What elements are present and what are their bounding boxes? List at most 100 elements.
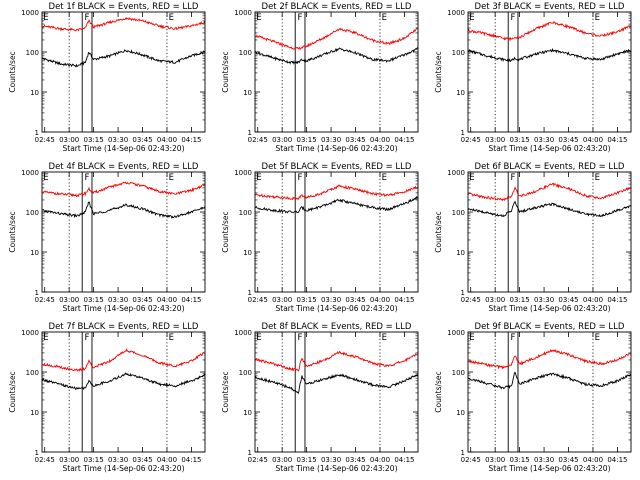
y-axis-label: Counts/sec bbox=[434, 371, 443, 412]
y-tick-label: 1000 bbox=[234, 329, 252, 337]
chart-title: Det 6f BLACK = Events, RED = LLD bbox=[475, 162, 625, 172]
y-tick-label: 100 bbox=[26, 369, 39, 377]
interval-marker-label: E bbox=[256, 333, 261, 343]
x-tick-label: 02:45 bbox=[248, 296, 268, 304]
y-tick-label: 1000 bbox=[21, 329, 39, 337]
x-tick-label: 03:45 bbox=[558, 456, 578, 464]
x-tick-label: 04:00 bbox=[157, 456, 177, 464]
x-tick-label: 02:45 bbox=[461, 456, 481, 464]
lld-series-line bbox=[42, 16, 206, 32]
plot-frame bbox=[254, 331, 419, 453]
x-tick-label: 03:00 bbox=[485, 456, 505, 464]
panel-det-3f: Det 3f BLACK = Events, RED = LLD 1 10 100 10… bbox=[434, 2, 632, 153]
x-tick-label: 02:45 bbox=[35, 136, 55, 144]
y-tick-label: 1000 bbox=[447, 329, 465, 337]
y-tick-label: 1000 bbox=[234, 9, 252, 17]
x-tick-label: 04:15 bbox=[394, 296, 414, 304]
lld-series-line bbox=[254, 184, 419, 201]
x-tick-label: 03:15 bbox=[510, 136, 530, 144]
panel-det-8f: Det 8f BLACK = Events, RED = LLD 1 10 100 10… bbox=[221, 322, 419, 473]
x-tick-label: 04:15 bbox=[181, 136, 201, 144]
y-tick-label: 1 bbox=[35, 449, 39, 457]
x-tick-label: 03:30 bbox=[108, 136, 128, 144]
y-axis-label: Counts/sec bbox=[221, 371, 230, 412]
y-tick-label: 1000 bbox=[21, 9, 39, 17]
interval-marker-label: E bbox=[43, 333, 48, 343]
x-tick-label: 03:45 bbox=[345, 296, 365, 304]
y-tick-label: 1 bbox=[461, 449, 465, 457]
interval-marker-label: E bbox=[595, 333, 600, 343]
x-tick-label: 03:30 bbox=[321, 296, 341, 304]
x-tick-label: 03:30 bbox=[108, 296, 128, 304]
x-tick-label: 03:45 bbox=[558, 136, 578, 144]
interval-marker-label: F bbox=[84, 173, 89, 183]
plot-frame bbox=[467, 331, 632, 453]
y-axis-label: Counts/sec bbox=[221, 211, 230, 252]
y-tick-label: 100 bbox=[26, 49, 39, 57]
y-tick-label: 1000 bbox=[21, 169, 39, 177]
x-tick-label: 04:00 bbox=[370, 456, 390, 464]
x-tick-label: 04:00 bbox=[370, 296, 390, 304]
y-tick-label: 10 bbox=[243, 409, 252, 417]
y-tick-label: 1000 bbox=[234, 169, 252, 177]
panel-det-9f: Det 9f BLACK = Events, RED = LLD 1 10 100 10… bbox=[434, 322, 632, 473]
x-tick-label: 02:45 bbox=[35, 296, 55, 304]
x-axis-label: Start Time (14-Sep-06 02:43:20) bbox=[63, 144, 185, 153]
interval-marker-label: F bbox=[510, 13, 515, 23]
x-tick-label: 04:00 bbox=[583, 136, 603, 144]
x-tick-label: 03:30 bbox=[108, 456, 128, 464]
interval-marker-label: F bbox=[297, 333, 302, 343]
x-tick-label: 03:00 bbox=[59, 296, 79, 304]
x-tick-label: 03:15 bbox=[297, 296, 317, 304]
x-tick-label: 03:00 bbox=[272, 456, 292, 464]
interval-marker-label: F bbox=[510, 173, 515, 183]
events-series-line bbox=[467, 371, 632, 390]
x-axis-label: Start Time (14-Sep-06 02:43:20) bbox=[489, 144, 611, 153]
lld-series-line bbox=[467, 182, 632, 202]
x-axis-label: Start Time (14-Sep-06 02:43:20) bbox=[276, 144, 398, 153]
y-axis-label: Counts/sec bbox=[434, 51, 443, 92]
plot-frame bbox=[467, 171, 632, 293]
y-tick-label: 10 bbox=[243, 249, 252, 257]
lld-series-line bbox=[41, 348, 206, 372]
x-tick-label: 04:15 bbox=[607, 296, 627, 304]
x-tick-label: 03:15 bbox=[510, 296, 530, 304]
interval-marker-label: E bbox=[169, 173, 174, 183]
x-axis-label: Start Time (14-Sep-06 02:43:20) bbox=[63, 304, 185, 313]
interval-marker-label: E bbox=[256, 13, 261, 23]
x-tick-label: 03:15 bbox=[297, 456, 317, 464]
interval-marker-label: F bbox=[84, 13, 89, 23]
y-tick-label: 100 bbox=[452, 369, 465, 377]
interval-marker-label: F bbox=[297, 13, 302, 23]
x-tick-label: 04:00 bbox=[157, 296, 177, 304]
y-tick-label: 1 bbox=[461, 289, 465, 297]
y-tick-label: 1 bbox=[248, 289, 252, 297]
chart-title: Det 2f BLACK = Events, RED = LLD bbox=[262, 2, 412, 12]
y-tick-label: 1 bbox=[248, 449, 252, 457]
y-tick-label: 100 bbox=[26, 209, 39, 217]
lld-series-line bbox=[41, 181, 206, 198]
y-axis-label: Counts/sec bbox=[8, 51, 17, 92]
events-series-line bbox=[41, 372, 206, 391]
y-tick-label: 100 bbox=[239, 369, 252, 377]
interval-marker-label: E bbox=[169, 13, 174, 23]
events-series-line bbox=[254, 47, 419, 65]
y-tick-label: 100 bbox=[452, 209, 465, 217]
interval-marker-label: E bbox=[382, 13, 387, 23]
events-series-line bbox=[254, 195, 419, 214]
interval-marker-label: E bbox=[382, 173, 387, 183]
plot-frame bbox=[41, 171, 206, 293]
x-axis-label: Start Time (14-Sep-06 02:43:20) bbox=[276, 464, 398, 473]
x-tick-label: 03:45 bbox=[345, 136, 365, 144]
lld-series-line bbox=[254, 350, 419, 372]
y-tick-label: 10 bbox=[456, 89, 465, 97]
interval-marker-label: E bbox=[469, 13, 474, 23]
chart-title: Det 5f BLACK = Events, RED = LLD bbox=[262, 162, 412, 172]
chart-title: Det 7f BLACK = Events, RED = LLD bbox=[49, 322, 199, 332]
chart-title: Det 3f BLACK = Events, RED = LLD bbox=[475, 2, 625, 12]
x-tick-label: 03:45 bbox=[132, 136, 152, 144]
y-tick-label: 10 bbox=[243, 89, 252, 97]
y-tick-label: 10 bbox=[456, 249, 465, 257]
x-tick-label: 03:30 bbox=[321, 456, 341, 464]
